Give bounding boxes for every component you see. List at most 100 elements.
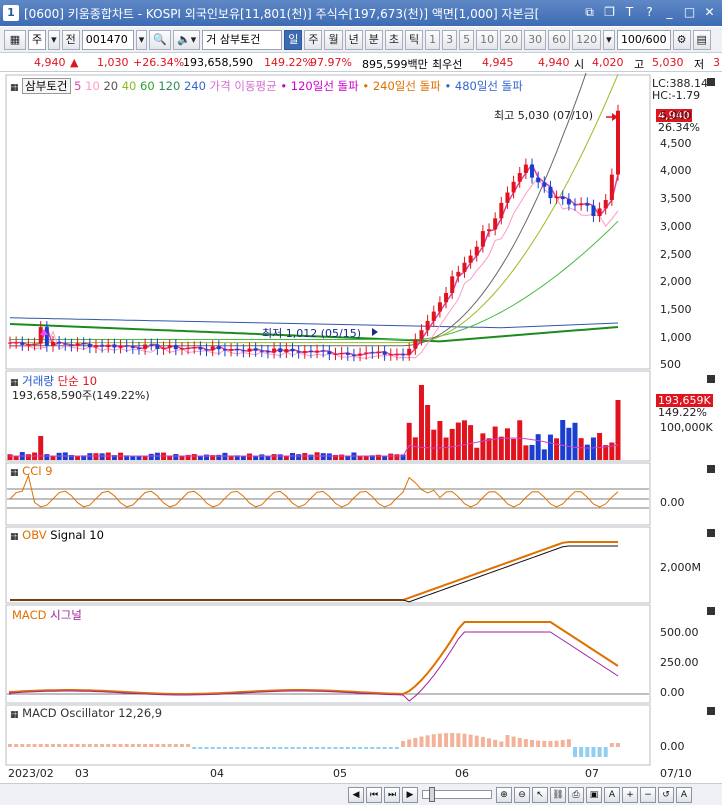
- interval-60[interactable]: 60: [548, 29, 571, 50]
- interval-10[interactable]: 10: [476, 29, 499, 50]
- price-panel-close-icon[interactable]: [707, 78, 715, 86]
- period-minute[interactable]: 분: [364, 29, 383, 50]
- font-icon[interactable]: A: [604, 787, 620, 803]
- scroll-right-icon[interactable]: ▶: [402, 787, 418, 803]
- search-icon[interactable]: 🔍: [149, 29, 172, 50]
- period-week[interactable]: 주: [304, 29, 323, 50]
- price-y-tick: 5,000: [660, 109, 692, 122]
- candle-body: [456, 271, 461, 277]
- print-icon[interactable]: ⎙: [568, 787, 584, 803]
- scroll-left-icon[interactable]: ◀: [348, 787, 364, 803]
- prev-button[interactable]: 전: [61, 29, 80, 50]
- cross-120-label[interactable]: • 120일선 돌파: [280, 79, 359, 93]
- interval-5[interactable]: 5: [459, 29, 475, 50]
- link-chart-icon[interactable]: ⛓: [550, 787, 566, 803]
- interval-1[interactable]: 1: [425, 29, 441, 50]
- price-legend-name[interactable]: 삼부토건: [22, 78, 71, 94]
- zoom-out-icon[interactable]: ⊖: [514, 787, 530, 803]
- volume-bar: [191, 454, 197, 460]
- chevron-down-icon[interactable]: ▾: [48, 29, 60, 50]
- reset-icon[interactable]: ↺: [658, 787, 674, 803]
- oscillator-bar: [210, 747, 215, 749]
- window-icon[interactable]: 1: [3, 5, 19, 21]
- ma-240-label[interactable]: 240: [183, 79, 206, 93]
- up-arrow-icon: ▲: [70, 56, 79, 69]
- legend-settings-icon[interactable]: ▦: [10, 83, 19, 93]
- code-dropdown-icon[interactable]: ▾: [135, 29, 148, 50]
- ma-60-label[interactable]: 60: [140, 79, 155, 93]
- volume-bar: [50, 455, 56, 460]
- maximize-icon[interactable]: □: [683, 5, 696, 19]
- volume-ma-label[interactable]: 단순 10: [57, 374, 98, 388]
- volume-bar: [265, 455, 271, 460]
- scroll-end-icon[interactable]: ⏭: [384, 787, 400, 803]
- candle-body: [8, 342, 12, 344]
- cci-settings-icon[interactable]: ▦: [10, 468, 19, 478]
- obv-legend-name[interactable]: OBV: [22, 528, 47, 542]
- chart-scrollbar[interactable]: ◀ ⏮ ⏭ ▶ ⊕ ⊖ ↖ ⛓ ⎙ ▣ A + − ↺ A: [0, 783, 722, 805]
- oscillator-bar: [296, 747, 301, 749]
- obv-panel-close-icon[interactable]: [707, 529, 715, 537]
- zoom-in-icon[interactable]: ⊕: [496, 787, 512, 803]
- market-select[interactable]: 주: [28, 29, 47, 50]
- volume-pct-tag: 149.22%: [658, 406, 707, 419]
- grid-icon[interactable]: ▦: [4, 29, 26, 50]
- volume-settings-icon[interactable]: ▦: [10, 378, 19, 388]
- add-panel-icon[interactable]: +: [622, 787, 638, 803]
- scroll-start-icon[interactable]: ⏮: [366, 787, 382, 803]
- layout-icon[interactable]: ▤: [692, 29, 711, 50]
- interval-dropdown-icon[interactable]: ▾: [603, 29, 615, 50]
- remove-panel-icon[interactable]: −: [640, 787, 656, 803]
- cross-480-label[interactable]: • 480일선 돌파: [444, 79, 523, 93]
- ma-20-label[interactable]: 20: [103, 79, 119, 93]
- count-input[interactable]: 100/600: [616, 29, 671, 50]
- settings-icon[interactable]: ⚙: [672, 29, 691, 50]
- interval-120[interactable]: 120: [572, 29, 602, 50]
- period-tick[interactable]: 틱: [404, 29, 424, 50]
- interval-30[interactable]: 30: [524, 29, 547, 50]
- macd-y-tick-500: 500.00: [660, 626, 699, 639]
- obv-signal-label[interactable]: Signal 10: [50, 528, 104, 542]
- ma-40-label[interactable]: 40: [121, 79, 137, 93]
- macd-legend-name[interactable]: MACD: [12, 608, 47, 622]
- restore-icon[interactable]: ❐: [604, 5, 615, 19]
- period-second[interactable]: 초: [384, 29, 403, 50]
- oscillator-legend-name[interactable]: MACD Oscillator 12,26,9: [22, 706, 163, 720]
- code-input[interactable]: 001470: [81, 29, 134, 50]
- link-icon[interactable]: ⧉: [585, 5, 594, 19]
- macd-signal-label[interactable]: 시그널: [50, 608, 82, 622]
- volume-panel-close-icon[interactable]: [707, 375, 715, 383]
- osc-settings-icon[interactable]: ▦: [10, 710, 19, 720]
- interval-20[interactable]: 20: [500, 29, 523, 50]
- zoom-slider-handle[interactable]: [429, 787, 435, 802]
- stock-chart[interactable]: [0, 73, 722, 783]
- obv-settings-icon[interactable]: ▦: [10, 532, 19, 542]
- speaker-icon[interactable]: 🔈▾: [173, 29, 201, 50]
- cci-panel-close-icon[interactable]: [707, 465, 715, 473]
- best-bid: 4,940: [538, 56, 570, 69]
- oscillator-panel-close-icon[interactable]: [707, 707, 715, 715]
- zoom-slider[interactable]: [422, 787, 492, 802]
- oscillator-bar: [536, 740, 541, 747]
- minimize-icon[interactable]: _: [666, 5, 673, 19]
- text-tool-icon[interactable]: A: [676, 787, 692, 803]
- ma-10-label[interactable]: 10: [85, 79, 100, 93]
- volume-bar: [136, 455, 142, 460]
- interval-3[interactable]: 3: [442, 29, 458, 50]
- cursor-icon[interactable]: ↖: [532, 787, 548, 803]
- close-icon[interactable]: ✕: [704, 5, 715, 19]
- ma-120-label[interactable]: 120: [158, 79, 181, 93]
- ma-5-label[interactable]: 5: [74, 79, 82, 93]
- cci-legend-name[interactable]: CCI 9: [22, 464, 53, 478]
- current-price: 4,940: [34, 56, 66, 69]
- period-day[interactable]: 일: [284, 29, 303, 50]
- cross-240-label[interactable]: • 240일선 돌파: [362, 79, 441, 93]
- price-ma-label[interactable]: 가격 이동평균: [209, 79, 277, 93]
- volume-legend-name[interactable]: 거래량: [22, 374, 54, 388]
- save-icon[interactable]: ▣: [586, 787, 602, 803]
- help-icon[interactable]: ?: [646, 5, 653, 19]
- pin-icon[interactable]: T: [625, 5, 634, 19]
- macd-panel-close-icon[interactable]: [707, 607, 715, 615]
- period-month[interactable]: 월: [324, 29, 343, 50]
- period-year[interactable]: 년: [344, 29, 363, 50]
